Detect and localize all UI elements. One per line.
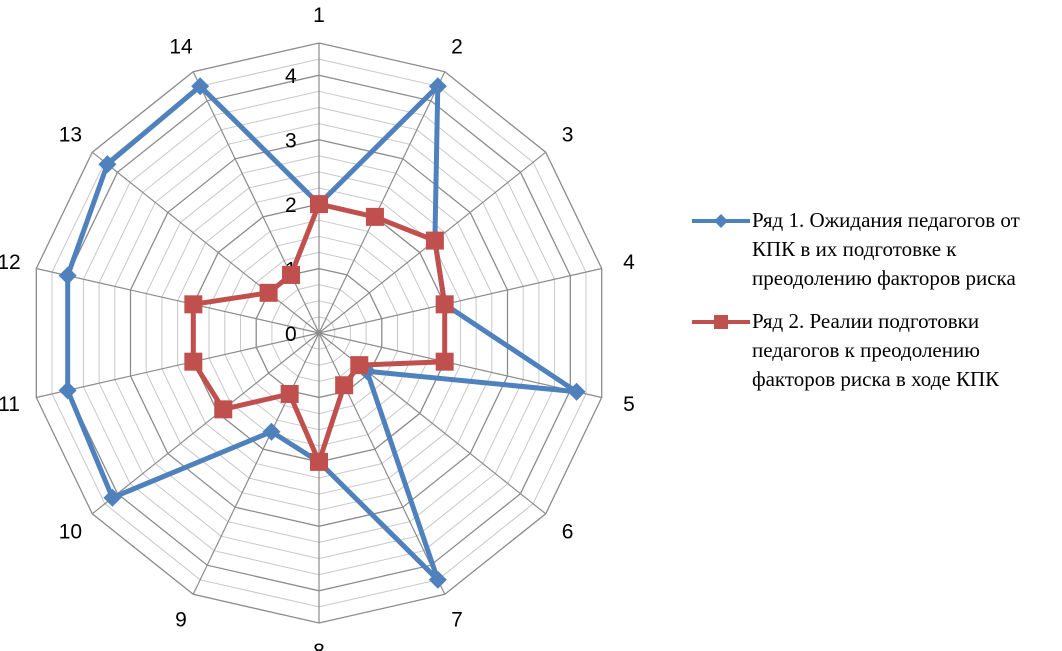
category-label: 11 [0, 393, 20, 416]
axis-spoke [91, 151, 320, 334]
category-label: 3 [562, 124, 574, 147]
data-point [103, 488, 122, 507]
legend-label-series-2: Ряд 2. Реалии подготовки педагогов к пре… [752, 309, 1000, 391]
data-point [184, 352, 203, 371]
data-point [98, 155, 117, 174]
data-point [282, 265, 301, 284]
series-1 [58, 77, 586, 589]
legend-label-series-1: Ряд 1. Ожидания педагогов от КПК в их по… [752, 208, 1020, 290]
data-point [58, 266, 77, 285]
category-label: 13 [59, 124, 82, 147]
data-point [428, 570, 447, 589]
radial-tick-labels: 01234 [285, 65, 297, 346]
data-point [425, 231, 444, 250]
data-point [310, 195, 328, 214]
category-label: 9 [175, 609, 187, 632]
legend-item-series-1: Ряд 1. Ожидания педагогов от КПК в их по… [690, 206, 1055, 293]
category-label: 5 [623, 393, 635, 416]
legend-item-series-2: Ряд 2. Реалии подготовки педагогов к пре… [690, 307, 1055, 394]
category-label: 2 [451, 36, 463, 59]
data-point [350, 356, 369, 375]
data-point [310, 452, 328, 471]
data-point [567, 382, 586, 401]
radial-tick-label: 4 [285, 65, 297, 88]
data-point [214, 400, 233, 419]
category-labels: 1234567891011121314 [0, 4, 635, 651]
category-label: 7 [451, 609, 463, 632]
data-point [428, 77, 447, 96]
category-label: 12 [0, 251, 21, 274]
radial-tick-label: 2 [285, 194, 297, 217]
data-point [435, 352, 454, 371]
radial-tick-label: 0 [285, 323, 297, 346]
data-point [259, 283, 278, 302]
data-point [58, 381, 77, 400]
axis-spoke [318, 267, 602, 334]
category-label: 4 [623, 251, 635, 274]
data-point [365, 207, 384, 226]
legend: Ряд 1. Ожидания педагогов от КПК в их по… [690, 206, 1055, 408]
axis-spoke [318, 332, 602, 399]
data-point [262, 422, 281, 441]
axis-spoke [36, 332, 320, 399]
series-2 [184, 195, 454, 471]
axis-spoke [192, 71, 320, 334]
category-label: 10 [59, 520, 82, 543]
category-label: 14 [169, 36, 193, 59]
data-point [184, 295, 203, 314]
legend-swatch-series-1 [692, 214, 750, 228]
category-label: 8 [313, 640, 325, 651]
data-point [280, 384, 299, 403]
category-label: 6 [562, 520, 574, 543]
axis-spoke [91, 332, 320, 515]
radial-tick-label: 3 [285, 130, 297, 153]
data-point [191, 77, 210, 96]
category-label: 1 [313, 4, 325, 27]
legend-swatch-series-2 [692, 315, 750, 329]
axis-spoke [318, 71, 446, 334]
series-line [65, 83, 580, 583]
series-layer [58, 77, 586, 589]
axis-spoke [192, 332, 320, 595]
axis-spoke [36, 267, 320, 334]
data-point [435, 295, 454, 314]
data-point [335, 376, 354, 395]
